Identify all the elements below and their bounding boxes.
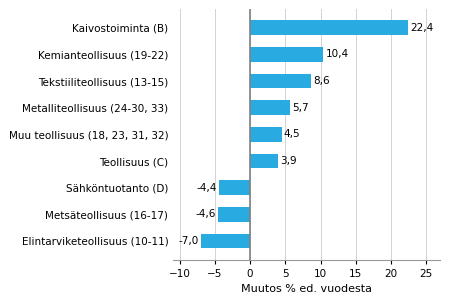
Text: 8,6: 8,6 [313,76,330,86]
Text: -4,6: -4,6 [195,209,216,219]
Text: 10,4: 10,4 [326,50,349,59]
Text: 22,4: 22,4 [410,23,433,33]
Text: -4,4: -4,4 [197,183,217,193]
Text: 5,7: 5,7 [292,103,309,113]
Bar [250,74,311,88]
Bar [250,21,408,35]
Text: -7,0: -7,0 [178,236,198,246]
Bar [217,207,250,222]
Text: 3,9: 3,9 [280,156,296,166]
Text: 4,5: 4,5 [284,129,301,140]
Bar [250,100,290,115]
X-axis label: Muutos % ed. vuodesta: Muutos % ed. vuodesta [241,284,372,294]
Bar [250,47,323,62]
Bar [250,154,277,169]
Bar [250,127,282,142]
Bar [219,180,250,195]
Bar [201,234,250,248]
